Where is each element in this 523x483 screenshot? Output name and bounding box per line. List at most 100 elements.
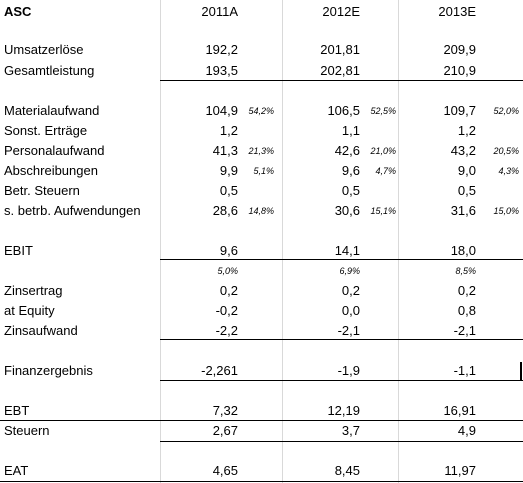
value-cell[interactable]: 192,2 [205,42,238,57]
percent-cell[interactable] [238,121,274,141]
value-cell[interactable]: 7,32 [212,403,238,418]
value-cell[interactable]: -2,2 [215,323,238,338]
percent-cell[interactable]: 14,8% [248,206,274,216]
row-label[interactable]: Betr. Steuern [4,183,80,198]
percent-cell[interactable] [478,461,519,481]
percent-cell[interactable] [360,361,396,381]
row-label[interactable]: EBIT [4,243,33,258]
percent-cell[interactable] [238,361,274,381]
percent-cell[interactable] [360,61,396,81]
percent-cell[interactable] [360,421,396,441]
percent-cell[interactable]: 21,3% [248,146,274,156]
row-label[interactable]: EBT [4,403,30,418]
percent-cell[interactable]: 8,5% [455,266,476,276]
row-label[interactable]: Abschreibungen [4,163,98,178]
value-cell[interactable]: -1,9 [337,363,360,378]
percent-cell[interactable]: 52,0% [493,106,519,116]
percent-cell[interactable]: 15,1% [370,206,396,216]
percent-cell[interactable]: 5,1% [253,166,274,176]
value-cell[interactable]: 0,2 [341,283,360,298]
value-cell[interactable]: 1,2 [457,123,476,138]
percent-cell[interactable] [238,401,274,421]
value-cell[interactable]: 12,19 [327,403,360,418]
percent-cell[interactable] [478,181,519,201]
percent-cell[interactable] [478,361,519,381]
percent-cell[interactable] [238,301,274,321]
column-header-2011[interactable]: 2011A [201,4,238,19]
percent-cell[interactable] [238,40,274,60]
value-cell[interactable]: 31,6 [450,203,476,218]
value-cell[interactable]: 0,2 [457,283,476,298]
value-cell[interactable]: 4,65 [212,463,238,478]
value-cell[interactable]: 42,6 [334,143,360,158]
percent-cell[interactable] [238,281,274,301]
percent-cell[interactable] [238,181,274,201]
percent-cell[interactable]: 15,0% [493,206,519,216]
row-label[interactable]: Zinsertrag [4,283,63,298]
value-cell[interactable]: 209,9 [443,42,476,57]
value-cell[interactable]: 11,97 [444,463,476,478]
row-label[interactable]: Steuern [4,423,50,438]
value-cell[interactable]: -2,261 [201,363,238,378]
value-cell[interactable]: 28,6 [212,203,238,218]
value-cell[interactable]: 0,2 [219,283,238,298]
value-cell[interactable]: 106,5 [327,103,360,118]
column-header-2012[interactable]: 2012E [322,4,360,19]
value-cell[interactable]: 14,1 [334,243,360,258]
value-cell[interactable]: 4,9 [457,423,476,438]
value-cell[interactable]: 9,0 [457,163,476,178]
value-cell[interactable]: 8,45 [334,463,360,478]
percent-cell[interactable]: 4,7% [375,166,396,176]
value-cell[interactable]: -2,1 [453,323,476,338]
percent-cell[interactable] [478,421,519,441]
value-cell[interactable]: -2,1 [337,323,360,338]
value-cell[interactable]: 9,9 [219,163,238,178]
percent-cell[interactable] [238,321,274,341]
value-cell[interactable]: 202,81 [320,63,360,78]
value-cell[interactable]: 30,6 [334,203,360,218]
percent-cell[interactable] [360,301,396,321]
value-cell[interactable]: 9,6 [341,163,360,178]
value-cell[interactable]: 201,81 [320,42,360,57]
value-cell[interactable]: 0,5 [219,183,238,198]
row-label[interactable]: Umsatzerlöse [4,42,84,57]
value-cell[interactable]: -1,1 [453,363,476,378]
value-cell[interactable]: 16,91 [443,403,476,418]
value-cell[interactable]: 109,7 [443,103,476,118]
percent-cell[interactable]: 20,5% [493,146,519,156]
value-cell[interactable]: 1,1 [341,123,360,138]
percent-cell[interactable]: 6,9% [339,266,360,276]
value-cell[interactable]: 9,6 [219,243,238,258]
percent-cell[interactable]: 52,5% [370,106,396,116]
row-label[interactable]: Finanzergebnis [4,363,93,378]
percent-cell[interactable] [360,461,396,481]
percent-cell[interactable] [238,461,274,481]
value-cell[interactable]: 3,7 [341,423,360,438]
percent-cell[interactable] [478,321,519,341]
percent-cell[interactable] [478,241,519,261]
value-cell[interactable]: 104,9 [205,103,238,118]
percent-cell[interactable] [360,40,396,60]
percent-cell[interactable] [360,281,396,301]
row-label[interactable]: Sonst. Erträge [4,123,88,138]
value-cell[interactable]: 210,9 [443,63,476,78]
percent-cell[interactable] [478,301,519,321]
value-cell[interactable]: 18,0 [450,243,476,258]
percent-cell[interactable]: 4,3% [498,166,519,176]
percent-cell[interactable] [238,421,274,441]
percent-cell[interactable] [238,241,274,261]
percent-cell[interactable] [478,121,519,141]
row-label[interactable]: Materialaufwand [4,103,100,118]
percent-cell[interactable] [238,61,274,81]
row-label[interactable]: s. betrb. Aufwendungen [4,203,141,218]
percent-cell[interactable] [360,241,396,261]
row-label[interactable]: Gesamtleistung [4,63,95,78]
value-cell[interactable]: 0,0 [341,303,360,318]
value-cell[interactable]: 0,8 [457,303,476,318]
percent-cell[interactable]: 5,0% [217,266,238,276]
value-cell[interactable]: 193,5 [205,63,238,78]
percent-cell[interactable] [478,40,519,60]
value-cell[interactable]: 0,5 [457,183,476,198]
row-label[interactable]: Personalaufwand [4,143,105,158]
row-label[interactable]: EAT [4,463,29,478]
